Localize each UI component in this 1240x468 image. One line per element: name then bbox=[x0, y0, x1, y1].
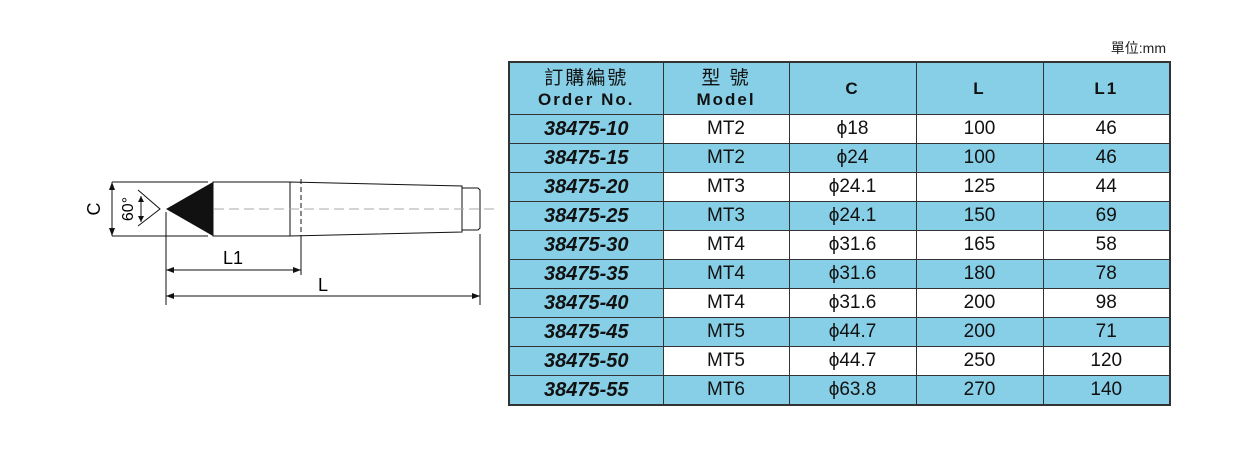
column-header: 型 號 Model bbox=[662, 61, 790, 115]
l-cell: 100 bbox=[915, 143, 1044, 173]
l1-cell: 46 bbox=[1042, 114, 1171, 144]
header-en: Model bbox=[696, 89, 756, 109]
c-cell: ϕ31.6 bbox=[788, 288, 917, 318]
model-cell: MT5 bbox=[662, 346, 790, 376]
header-en: L1 bbox=[1094, 79, 1119, 98]
center-drawing: C 60° L1 L bbox=[84, 179, 495, 305]
l1-cell: 140 bbox=[1042, 375, 1171, 406]
c-cell: ϕ24.1 bbox=[788, 201, 917, 231]
order-no-cell: 38475-45 bbox=[508, 317, 664, 347]
model-cell: MT2 bbox=[662, 143, 790, 173]
order-no-cell: 38475-40 bbox=[508, 288, 664, 318]
c-cell: ϕ31.6 bbox=[788, 230, 917, 260]
l-cell: 270 bbox=[915, 375, 1044, 406]
l1-cell: 98 bbox=[1042, 288, 1171, 318]
c-cell: ϕ44.7 bbox=[788, 317, 917, 347]
l1-cell: 69 bbox=[1042, 201, 1171, 231]
order-no-cell: 38475-25 bbox=[508, 201, 664, 231]
l-cell: 165 bbox=[915, 230, 1044, 260]
order-no-cell: 38475-35 bbox=[508, 259, 664, 289]
model-cell: MT4 bbox=[662, 230, 790, 260]
order-no-cell: 38475-55 bbox=[508, 375, 664, 406]
l1-cell: 78 bbox=[1042, 259, 1171, 289]
l-cell: 180 bbox=[915, 259, 1044, 289]
table-row: 38475-10 MT2 ϕ18 100 46 bbox=[508, 114, 1171, 144]
c-cell: ϕ24 bbox=[788, 143, 917, 173]
model-cell: MT4 bbox=[662, 288, 790, 318]
order-no-cell: 38475-50 bbox=[508, 346, 664, 376]
header-en: L bbox=[973, 79, 986, 98]
column-header: L1 bbox=[1042, 61, 1171, 115]
table-row: 38475-50 MT5 ϕ44.7 250 120 bbox=[508, 346, 1171, 376]
c-cell: ϕ18 bbox=[788, 114, 917, 144]
l1-cell: 46 bbox=[1042, 143, 1171, 173]
c-cell: ϕ44.7 bbox=[788, 346, 917, 376]
table-row: 38475-35 MT4 ϕ31.6 180 78 bbox=[508, 259, 1171, 289]
header-zh: 訂購編號 bbox=[544, 67, 629, 89]
dim-l-label: L bbox=[318, 275, 328, 295]
model-cell: MT2 bbox=[662, 114, 790, 144]
model-cell: MT6 bbox=[662, 375, 790, 406]
header-en: Order No. bbox=[538, 89, 635, 109]
c-cell: ϕ24.1 bbox=[788, 172, 917, 202]
model-cell: MT3 bbox=[662, 201, 790, 231]
column-header: L bbox=[915, 61, 1044, 115]
dim-c-label: C bbox=[84, 203, 104, 216]
table-row: 38475-30 MT4 ϕ31.6 165 58 bbox=[508, 230, 1171, 260]
table-row: 38475-20 MT3 ϕ24.1 125 44 bbox=[508, 172, 1171, 202]
l1-cell: 120 bbox=[1042, 346, 1171, 376]
l-cell: 250 bbox=[915, 346, 1044, 376]
order-no-cell: 38475-10 bbox=[508, 114, 664, 144]
model-cell: MT5 bbox=[662, 317, 790, 347]
unit-label: 單位:mm bbox=[1110, 40, 1166, 56]
column-header: 訂購編號 Order No. bbox=[508, 61, 664, 115]
order-no-cell: 38475-30 bbox=[508, 230, 664, 260]
model-cell: MT3 bbox=[662, 172, 790, 202]
table-row: 38475-45 MT5 ϕ44.7 200 71 bbox=[508, 317, 1171, 347]
order-no-cell: 38475-20 bbox=[508, 172, 664, 202]
c-cell: ϕ31.6 bbox=[788, 259, 917, 289]
table-row: 38475-40 MT4 ϕ31.6 200 98 bbox=[508, 288, 1171, 318]
model-cell: MT4 bbox=[662, 259, 790, 289]
spec-table: 訂購編號 Order No. 型 號 Model C L L1 38475-10 MT2 ϕ18… bbox=[508, 61, 1171, 406]
l-cell: 100 bbox=[915, 114, 1044, 144]
l-cell: 125 bbox=[915, 172, 1044, 202]
table-row: 38475-25 MT3 ϕ24.1 150 69 bbox=[508, 201, 1171, 231]
table-row: 38475-15 MT2 ϕ24 100 46 bbox=[508, 143, 1171, 173]
l-cell: 150 bbox=[915, 201, 1044, 231]
angle-label: 60° bbox=[120, 197, 137, 221]
dim-l1-label: L1 bbox=[223, 248, 243, 268]
l-cell: 200 bbox=[915, 317, 1044, 347]
l1-cell: 58 bbox=[1042, 230, 1171, 260]
column-header: C bbox=[788, 61, 917, 115]
l1-cell: 71 bbox=[1042, 317, 1171, 347]
header-zh: 型 號 bbox=[701, 67, 751, 89]
header-en: C bbox=[845, 79, 860, 98]
l-cell: 200 bbox=[915, 288, 1044, 318]
table-row: 38475-55 MT6 ϕ63.8 270 140 bbox=[508, 375, 1171, 406]
c-cell: ϕ63.8 bbox=[788, 375, 917, 406]
order-no-cell: 38475-15 bbox=[508, 143, 664, 173]
l1-cell: 44 bbox=[1042, 172, 1171, 202]
